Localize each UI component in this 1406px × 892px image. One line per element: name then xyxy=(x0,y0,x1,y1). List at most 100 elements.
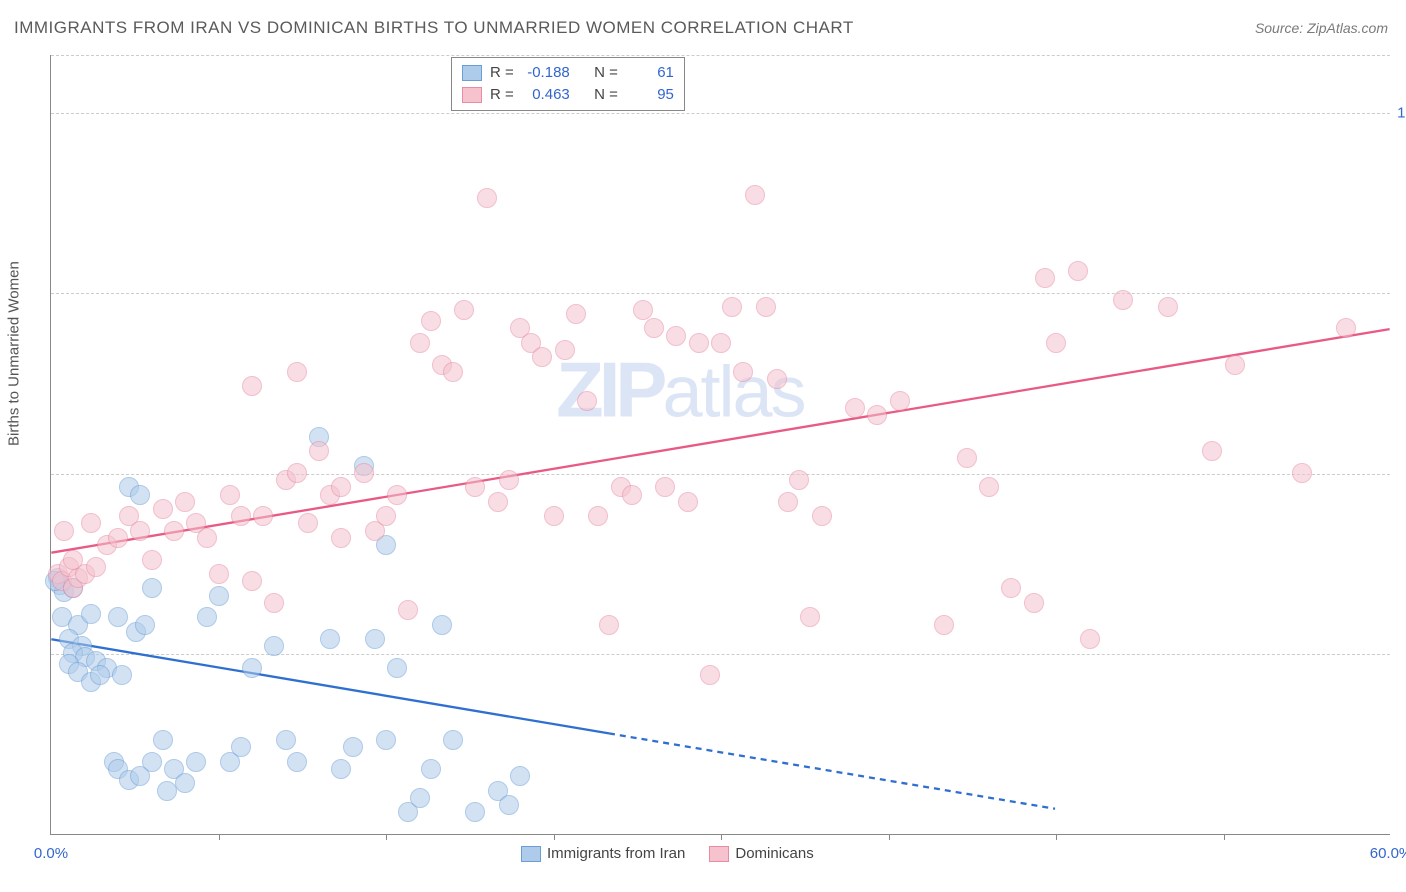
data-point xyxy=(1080,629,1100,649)
data-point xyxy=(130,485,150,505)
x-tick-mark xyxy=(386,834,387,840)
x-tick-mark xyxy=(219,834,220,840)
data-point xyxy=(700,665,720,685)
data-point xyxy=(477,188,497,208)
data-point xyxy=(845,398,865,418)
trend-lines xyxy=(51,55,1390,834)
data-point xyxy=(298,513,318,533)
data-point xyxy=(276,730,296,750)
x-tick-mark xyxy=(1056,834,1057,840)
correlation-legend: R =-0.188 N =61R =0.463 N =95 xyxy=(451,57,685,111)
data-point xyxy=(343,737,363,757)
data-point xyxy=(186,752,206,772)
y-axis-label: Births to Unmarried Women xyxy=(6,261,23,446)
chart-title: IMMIGRANTS FROM IRAN VS DOMINICAN BIRTHS… xyxy=(14,18,854,38)
chart-source: Source: ZipAtlas.com xyxy=(1255,20,1388,36)
plot-area: ZIPatlas R =-0.188 N =61R =0.463 N =95 I… xyxy=(50,55,1390,835)
data-point xyxy=(421,759,441,779)
data-point xyxy=(465,477,485,497)
data-point xyxy=(756,297,776,317)
data-point xyxy=(309,441,329,461)
gridline xyxy=(51,654,1390,655)
data-point xyxy=(220,485,240,505)
data-point xyxy=(566,304,586,324)
watermark: ZIPatlas xyxy=(556,344,804,435)
x-tick-mark xyxy=(889,834,890,840)
legend-label: Immigrants from Iran xyxy=(547,845,685,862)
data-point xyxy=(398,600,418,620)
data-point xyxy=(63,550,83,570)
data-point xyxy=(979,477,999,497)
x-tick-label: 60.0% xyxy=(1370,845,1406,862)
data-point xyxy=(376,730,396,750)
x-tick-mark xyxy=(721,834,722,840)
data-point xyxy=(287,362,307,382)
data-point xyxy=(577,391,597,411)
data-point xyxy=(108,607,128,627)
data-point xyxy=(443,362,463,382)
data-point xyxy=(142,578,162,598)
data-point xyxy=(81,604,101,624)
data-point xyxy=(287,752,307,772)
x-tick-mark xyxy=(1224,834,1225,840)
data-point xyxy=(376,506,396,526)
data-point xyxy=(666,326,686,346)
data-point xyxy=(488,492,508,512)
data-point xyxy=(264,593,284,613)
data-point xyxy=(175,773,195,793)
data-point xyxy=(510,766,530,786)
data-point xyxy=(421,311,441,331)
data-point xyxy=(142,550,162,570)
gridline xyxy=(51,293,1390,294)
data-point xyxy=(264,636,284,656)
data-point xyxy=(410,788,430,808)
data-point xyxy=(331,759,351,779)
data-point xyxy=(1035,268,1055,288)
y-tick-label: 100.0% xyxy=(1393,104,1406,121)
data-point xyxy=(175,492,195,512)
legend-item: Immigrants from Iran xyxy=(521,845,685,862)
data-point xyxy=(745,185,765,205)
data-point xyxy=(633,300,653,320)
legend-item: Dominicans xyxy=(709,845,813,862)
legend-swatch xyxy=(709,846,729,862)
data-point xyxy=(588,506,608,526)
x-tick-label: 0.0% xyxy=(34,845,68,862)
x-tick-mark xyxy=(554,834,555,840)
legend-row: R =-0.188 N =61 xyxy=(462,62,674,84)
gridline xyxy=(51,55,1390,56)
data-point xyxy=(253,506,273,526)
data-point xyxy=(387,485,407,505)
data-point xyxy=(142,752,162,772)
data-point xyxy=(1292,463,1312,483)
data-point xyxy=(934,615,954,635)
data-point xyxy=(644,318,664,338)
data-point xyxy=(689,333,709,353)
data-point xyxy=(354,463,374,483)
data-point xyxy=(108,528,128,548)
data-point xyxy=(1158,297,1178,317)
legend-swatch xyxy=(462,87,482,103)
data-point xyxy=(1202,441,1222,461)
data-point xyxy=(90,665,110,685)
gridline xyxy=(51,113,1390,114)
data-point xyxy=(197,528,217,548)
data-point xyxy=(1001,578,1021,598)
y-tick-label: 50.0% xyxy=(1393,465,1406,482)
data-point xyxy=(331,477,351,497)
data-point xyxy=(410,333,430,353)
data-point xyxy=(153,730,173,750)
data-point xyxy=(209,564,229,584)
data-point xyxy=(164,521,184,541)
data-point xyxy=(778,492,798,512)
data-point xyxy=(1068,261,1088,281)
data-point xyxy=(157,781,177,801)
legend-swatch xyxy=(462,65,482,81)
data-point xyxy=(242,376,262,396)
data-point xyxy=(130,521,150,541)
data-point xyxy=(443,730,463,750)
data-point xyxy=(112,665,132,685)
data-point xyxy=(767,369,787,389)
data-point xyxy=(599,615,619,635)
data-point xyxy=(153,499,173,519)
